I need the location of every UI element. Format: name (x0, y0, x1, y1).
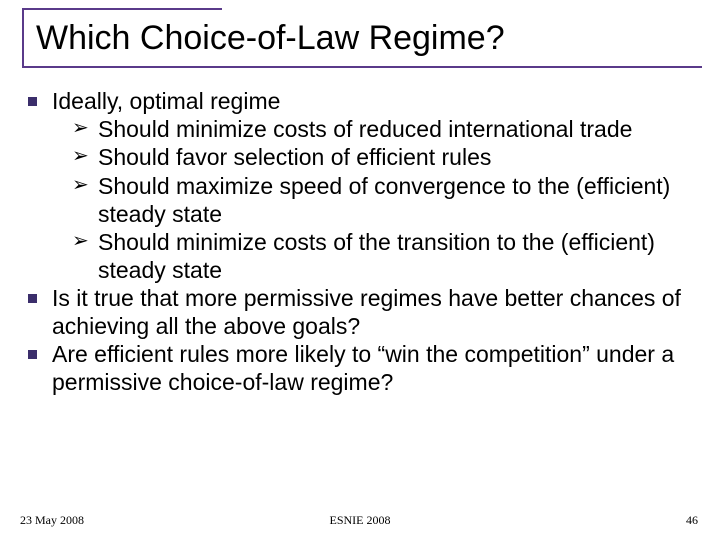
sub-item: ➢ Should minimize costs of reduced inter… (72, 115, 692, 143)
bullet-item: Ideally, optimal regime ➢ Should minimiz… (52, 87, 692, 283)
bullet-text: Ideally, optimal regime (52, 88, 280, 114)
body-region: Ideally, optimal regime ➢ Should minimiz… (0, 65, 720, 396)
bullet-item: Are efficient rules more likely to “win … (52, 340, 692, 396)
square-bullet-icon (28, 97, 37, 106)
arrow-icon: ➢ (72, 146, 89, 166)
bullet-text: Are efficient rules more likely to “win … (52, 341, 674, 395)
sub-text: Should minimize costs of the transition … (98, 229, 655, 283)
square-bullet-icon (28, 294, 37, 303)
title-rule-top (22, 8, 222, 10)
slide: Which Choice-of-Law Regime? Ideally, opt… (0, 0, 720, 540)
footer-center: ESNIE 2008 (330, 513, 391, 528)
title-rule-left (22, 8, 24, 66)
sub-item: ➢ Should maximize speed of convergence t… (72, 172, 692, 228)
title-region: Which Choice-of-Law Regime? (0, 0, 720, 65)
arrow-icon: ➢ (72, 118, 89, 138)
sub-text: Should minimize costs of reduced interna… (98, 116, 632, 142)
square-bullet-icon (28, 350, 37, 359)
sub-item: ➢ Should minimize costs of the transitio… (72, 228, 692, 284)
bullet-item: Is it true that more permissive regimes … (52, 284, 692, 340)
bullet-text: Is it true that more permissive regimes … (52, 285, 681, 339)
sub-text: Should maximize speed of convergence to … (98, 173, 670, 227)
sub-list: ➢ Should minimize costs of reduced inter… (52, 115, 692, 283)
sub-item: ➢ Should favor selection of efficient ru… (72, 143, 692, 171)
arrow-icon: ➢ (72, 175, 89, 195)
sub-text: Should favor selection of efficient rule… (98, 144, 491, 170)
footer-date: 23 May 2008 (20, 513, 84, 528)
slide-title: Which Choice-of-Law Regime? (30, 20, 710, 57)
footer-page-number: 46 (686, 513, 698, 528)
arrow-icon: ➢ (72, 231, 89, 251)
title-rule-bottom (22, 66, 702, 68)
